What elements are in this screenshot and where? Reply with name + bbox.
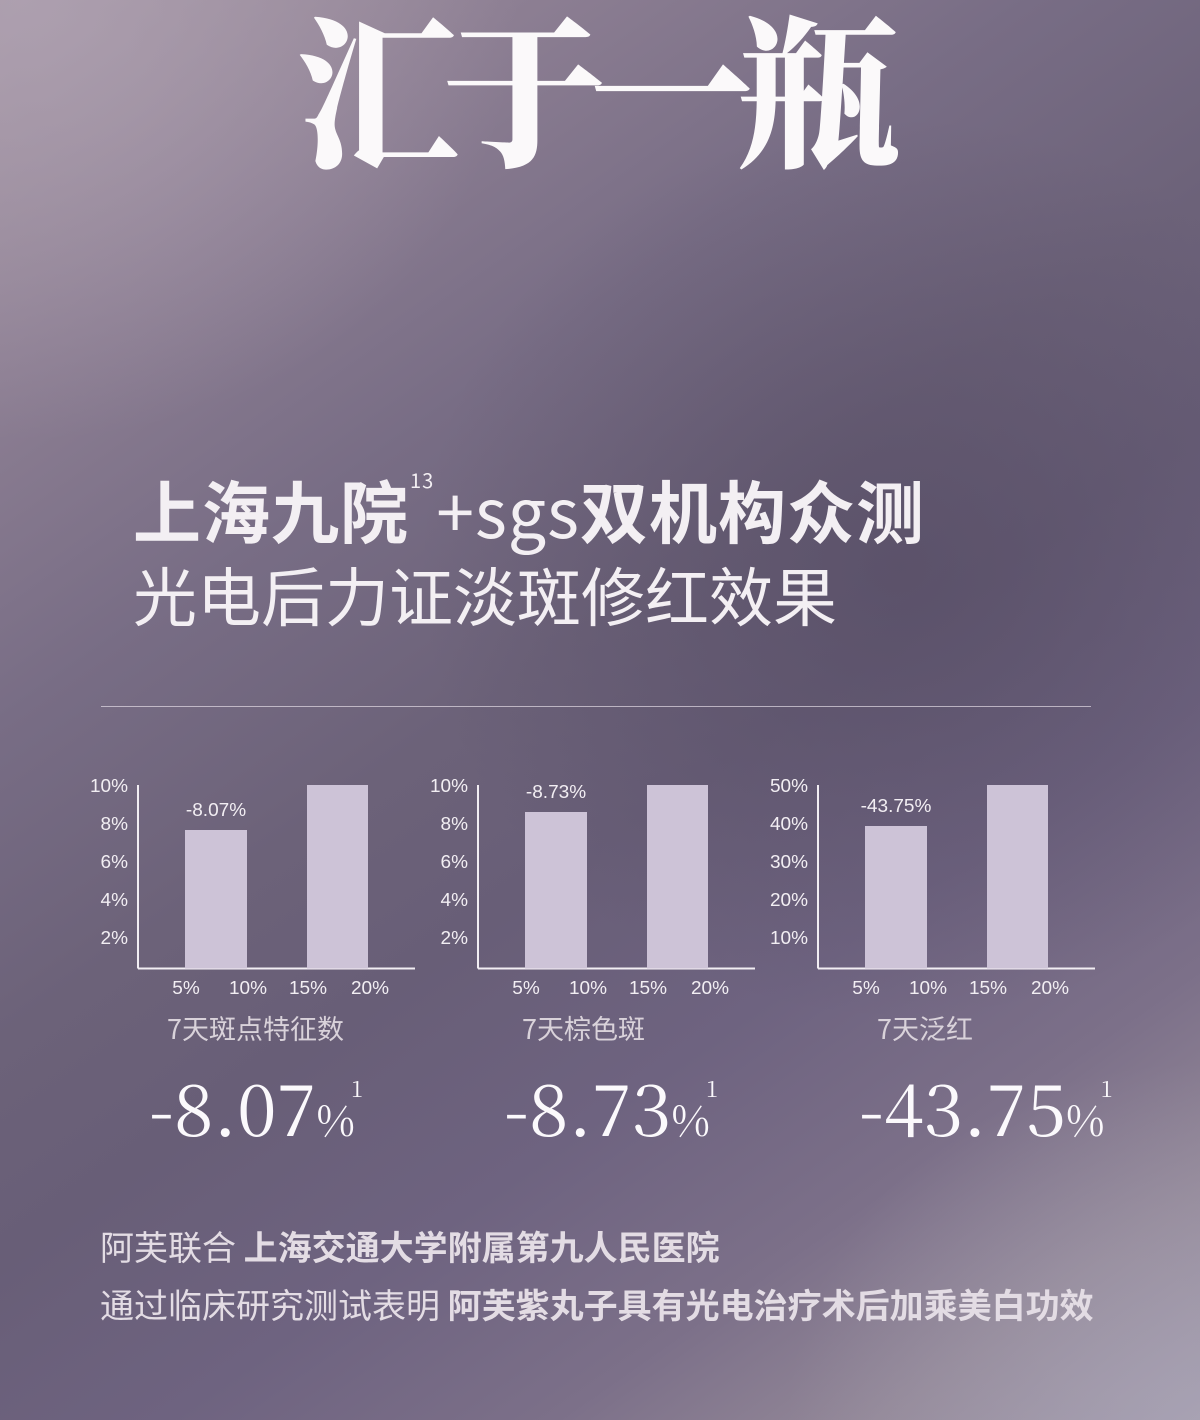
svg-text:10%: 10% [909, 978, 947, 999]
svg-text:20%: 20% [691, 978, 729, 999]
svg-text:-8.73%: -8.73% [526, 782, 586, 803]
svg-text:5%: 5% [512, 978, 540, 999]
svg-text:10%: 10% [430, 776, 468, 797]
svg-text:2%: 2% [101, 928, 129, 949]
svg-text:-43.75%: -43.75% [861, 796, 932, 817]
svg-text:5%: 5% [172, 978, 200, 999]
svg-text:10%: 10% [229, 978, 267, 999]
svg-text:8%: 8% [101, 814, 129, 835]
svg-text:15%: 15% [629, 978, 667, 999]
svg-text:6%: 6% [441, 852, 469, 873]
svg-text:2%: 2% [441, 928, 469, 949]
svg-text:20%: 20% [1031, 978, 1069, 999]
svg-text:4%: 4% [101, 890, 129, 911]
svg-text:8%: 8% [441, 814, 469, 835]
svg-text:6%: 6% [101, 852, 129, 873]
svg-text:5%: 5% [852, 978, 880, 999]
svg-text:40%: 40% [770, 814, 808, 835]
svg-text:10%: 10% [569, 978, 607, 999]
svg-text:4%: 4% [441, 890, 469, 911]
svg-text:20%: 20% [770, 890, 808, 911]
svg-text:20%: 20% [351, 978, 389, 999]
svg-text:50%: 50% [770, 776, 808, 797]
svg-text:-8.07%: -8.07% [186, 800, 246, 821]
svg-text:10%: 10% [770, 928, 808, 949]
svg-text:15%: 15% [289, 978, 327, 999]
svg-text:15%: 15% [969, 978, 1007, 999]
svg-text:10%: 10% [90, 776, 128, 797]
svg-text:30%: 30% [770, 852, 808, 873]
